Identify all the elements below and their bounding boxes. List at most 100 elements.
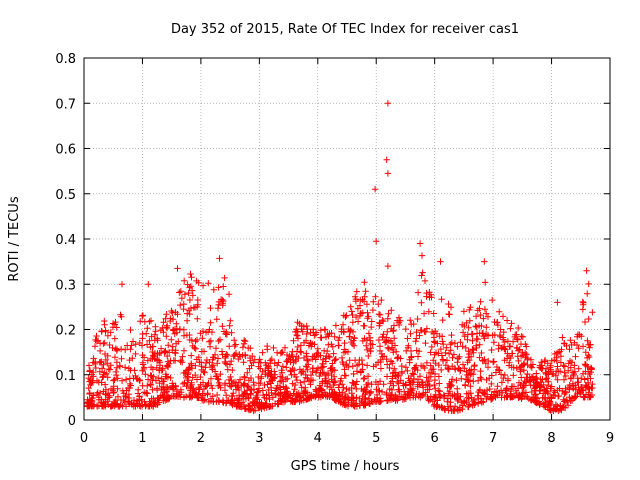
data-point (557, 353, 565, 360)
data-point (554, 299, 561, 306)
data-point (261, 405, 268, 412)
data-point (129, 338, 137, 345)
data-point (187, 385, 194, 393)
data-point (235, 386, 243, 394)
data-point (430, 338, 438, 345)
data-point (274, 401, 281, 408)
data-point (523, 343, 530, 350)
data-point (384, 361, 391, 368)
data-point (351, 334, 358, 342)
data-point (296, 394, 303, 401)
data-point (418, 299, 425, 306)
data-point (95, 402, 103, 409)
data-point (567, 397, 574, 404)
data-point (542, 395, 549, 403)
data-point (449, 354, 456, 361)
data-point (444, 398, 451, 405)
data-point (147, 372, 154, 379)
data-point (307, 329, 314, 336)
data-point (202, 329, 210, 336)
data-point (174, 311, 181, 318)
data-point (483, 324, 490, 331)
data-point (271, 368, 278, 375)
data-point (315, 388, 323, 396)
data-point (272, 371, 279, 378)
data-point (219, 323, 226, 330)
data-point (329, 343, 336, 350)
data-point (283, 393, 290, 400)
chart-title: Day 352 of 2015, Rate Of TEC Index for r… (171, 22, 519, 37)
data-point (395, 354, 402, 361)
data-point (480, 390, 488, 397)
data-point (211, 351, 219, 358)
data-point (186, 284, 193, 291)
data-point (353, 288, 360, 295)
data-point (314, 345, 321, 352)
data-point (431, 394, 439, 402)
data-point (140, 364, 148, 371)
data-point (216, 255, 223, 262)
data-point (373, 391, 381, 399)
data-point (266, 395, 273, 403)
data-point (476, 386, 484, 393)
data-point (568, 341, 575, 349)
data-point (268, 376, 276, 384)
data-point (540, 403, 548, 410)
data-point (229, 401, 236, 409)
data-point (335, 342, 342, 349)
data-point (309, 377, 317, 384)
data-point (466, 377, 474, 384)
data-point (532, 384, 540, 391)
data-point (503, 355, 511, 362)
data-point (240, 337, 248, 344)
data-point (85, 362, 93, 369)
data-point (290, 359, 297, 366)
data-point (444, 384, 451, 391)
data-point (290, 337, 297, 344)
data-point (459, 343, 466, 350)
data-point (248, 386, 255, 394)
data-point (348, 308, 355, 315)
data-point (520, 361, 527, 368)
data-point (414, 289, 422, 296)
data-point (433, 403, 440, 410)
data-point (494, 319, 501, 326)
data-point (215, 382, 222, 390)
data-point (340, 349, 348, 356)
data-point (447, 304, 455, 311)
data-point (438, 296, 445, 303)
data-point (329, 366, 337, 374)
data-point (144, 357, 151, 364)
x-tick-label: 4 (314, 431, 322, 446)
data-point (553, 357, 560, 365)
data-point (361, 293, 368, 300)
data-point (139, 312, 147, 319)
data-point (102, 401, 109, 409)
data-point (279, 349, 286, 356)
data-point (461, 399, 468, 407)
data-point (443, 344, 450, 351)
data-point (150, 403, 157, 410)
data-point (483, 387, 491, 394)
data-point (221, 274, 228, 282)
data-point (380, 318, 387, 325)
data-point (213, 372, 220, 380)
data-point (437, 345, 445, 353)
data-point (394, 355, 401, 362)
data-point (100, 340, 107, 347)
data-point (368, 318, 375, 325)
data-point (360, 298, 368, 305)
data-point (149, 343, 157, 350)
data-point (170, 357, 177, 364)
data-point (292, 373, 300, 381)
data-point (235, 355, 242, 363)
data-point (102, 386, 110, 393)
data-point (313, 366, 320, 374)
data-point (280, 383, 287, 390)
data-point (365, 352, 372, 360)
data-point (524, 361, 531, 369)
data-point (542, 376, 550, 383)
data-point (376, 320, 384, 327)
data-point (483, 376, 490, 384)
data-point (154, 337, 161, 344)
